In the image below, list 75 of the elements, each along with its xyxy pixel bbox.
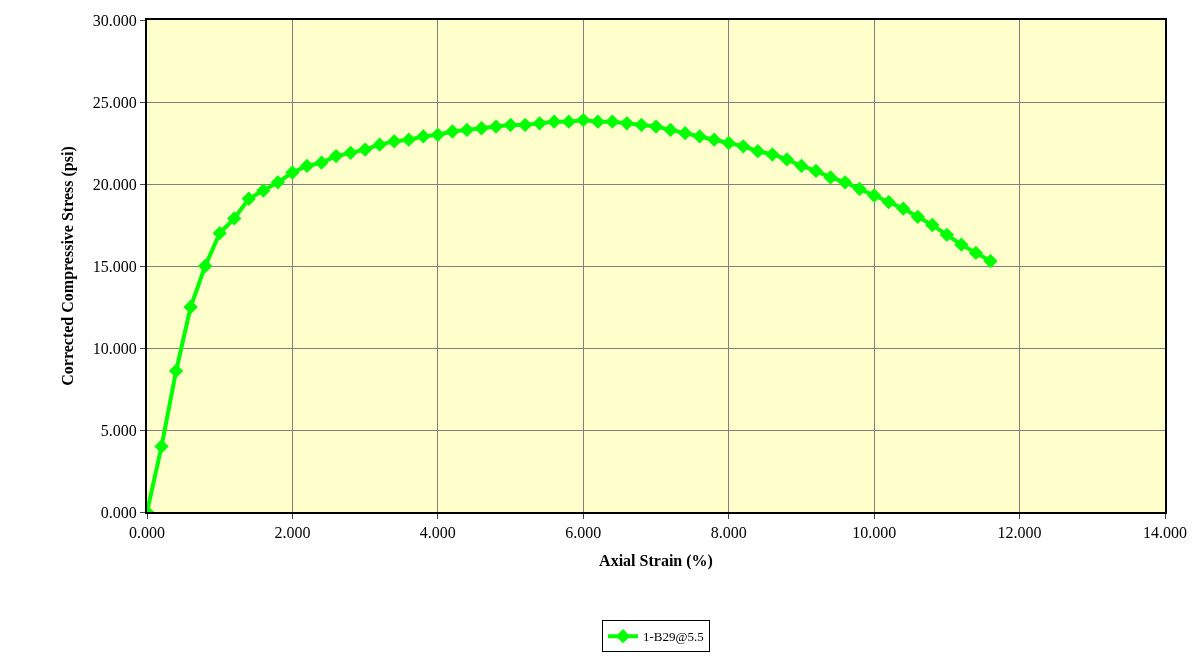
point [154, 439, 169, 454]
point [968, 245, 984, 261]
point [750, 144, 765, 159]
y-tick-label: 25.000 [92, 93, 137, 111]
point [183, 299, 198, 315]
point [474, 121, 489, 136]
point [227, 211, 242, 226]
x-tick-label: 6.000 [565, 524, 602, 542]
point [561, 114, 576, 129]
point [503, 117, 518, 133]
x-tick-label: 10.000 [852, 524, 897, 542]
point [648, 119, 664, 134]
x-tick-label: 12.000 [997, 524, 1042, 542]
point [663, 122, 678, 138]
x-tick-label: 0.000 [129, 524, 165, 542]
point [532, 116, 547, 131]
point [372, 137, 387, 152]
point [677, 126, 693, 141]
point [459, 122, 475, 138]
point [285, 165, 300, 180]
point [270, 175, 286, 190]
legend-label: 1-B29@5.5 [643, 629, 704, 645]
point [387, 134, 402, 149]
point [241, 191, 256, 206]
point [619, 116, 635, 131]
point [808, 163, 824, 179]
point [794, 158, 809, 174]
point [736, 139, 751, 154]
point [692, 129, 707, 144]
point [765, 147, 780, 162]
point [837, 175, 853, 190]
x-tick-label: 8.000 [710, 524, 747, 542]
point [881, 194, 896, 210]
x-tick-label: 14.000 [1143, 524, 1187, 542]
y-tick-label: 20.000 [92, 175, 137, 193]
point [721, 135, 736, 151]
point [866, 188, 882, 203]
point [328, 148, 344, 164]
x-axis-title: Axial Strain (%) [599, 552, 713, 571]
point [299, 158, 315, 174]
point [357, 142, 373, 157]
point [401, 132, 416, 147]
point [605, 114, 620, 129]
point [430, 127, 446, 142]
point [939, 227, 955, 242]
y-tick-label: 30.000 [92, 11, 137, 29]
point [983, 253, 998, 269]
point [547, 114, 562, 129]
point [314, 155, 329, 170]
x-tick-label: 4.000 [419, 524, 456, 542]
point [488, 119, 504, 134]
y-tick-label: 10.000 [92, 339, 137, 357]
point [416, 129, 431, 144]
y-axis-title: Corrected Compressive Stress (psi) [59, 146, 78, 386]
point [910, 209, 925, 224]
point [343, 145, 358, 160]
point [212, 226, 227, 241]
point [576, 112, 591, 128]
y-tick-label: 15.000 [92, 257, 137, 275]
x-tick-label: 2.000 [274, 524, 311, 542]
point [896, 201, 911, 216]
y-tick-label: 5.000 [100, 421, 137, 439]
point [256, 183, 271, 198]
y-tick-label: 0.000 [100, 503, 137, 521]
point [954, 237, 969, 252]
point [852, 181, 867, 197]
point [634, 117, 649, 133]
point [445, 124, 460, 139]
point [590, 114, 605, 129]
point [198, 258, 213, 274]
point [925, 217, 940, 233]
point [779, 152, 795, 167]
point [707, 132, 722, 147]
point [823, 170, 838, 185]
point [168, 363, 184, 379]
